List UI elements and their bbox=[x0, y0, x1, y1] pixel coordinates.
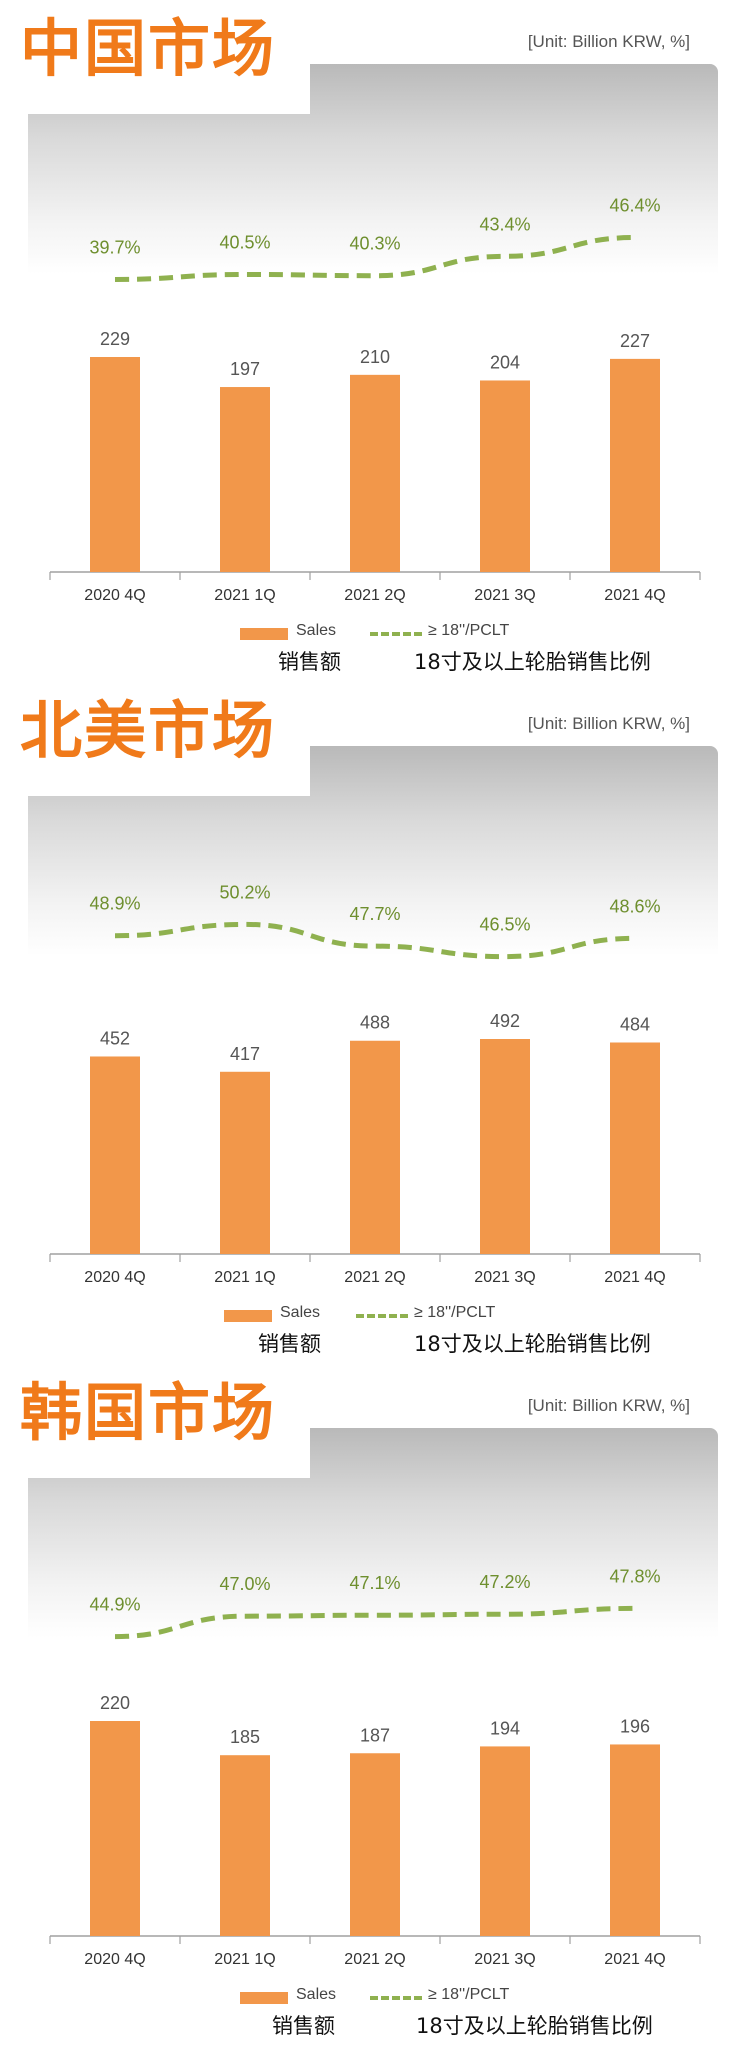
ratio-data-label: 43.4% bbox=[479, 214, 530, 234]
bar-data-label: 484 bbox=[620, 1014, 650, 1034]
legend-ratio-label: ≥ 18''/PCLT bbox=[428, 622, 510, 639]
bar-data-label: 210 bbox=[360, 347, 390, 367]
legend-sales-cn: 销售额 bbox=[278, 650, 341, 674]
legend-sales-swatch bbox=[240, 628, 288, 640]
ratio-data-label: 47.0% bbox=[219, 1574, 270, 1594]
bar-data-label: 492 bbox=[490, 1011, 520, 1031]
ratio-line bbox=[114, 1605, 636, 1640]
unit-label: [Unit: Billion KRW, %] bbox=[527, 32, 690, 51]
ratio-data-label: 47.7% bbox=[349, 904, 400, 924]
legend-ratio-swatch bbox=[370, 1996, 422, 2000]
ratio-data-label: 44.9% bbox=[89, 1595, 140, 1615]
bar-data-label: 194 bbox=[490, 1718, 520, 1738]
title-box: 中国市场 bbox=[0, 0, 310, 114]
bar bbox=[350, 374, 400, 572]
chart-panel-korea: 韩国市场 [Unit: Billion KRW, %] 220 2020 4Q 18… bbox=[0, 1364, 752, 2046]
chart-title: 韩国市场 bbox=[20, 1376, 277, 1449]
bar-data-label: 187 bbox=[360, 1725, 390, 1745]
legend-ratio-cn: 18寸及以上轮胎销售比例 bbox=[416, 2014, 653, 2038]
legend-sales-swatch bbox=[224, 1310, 272, 1322]
ratio-data-label: 46.4% bbox=[609, 196, 660, 216]
legend: Sales ≥ 18''/PCLT 销售额 18寸及以上轮胎销售比例 bbox=[0, 1304, 752, 1364]
legend-sales-label: Sales bbox=[280, 1304, 321, 1321]
combo-chart: 452 2020 4Q 417 2021 1Q 488 2021 2Q 492 2021 3Q… bbox=[49, 882, 701, 1286]
bar-data-label: 204 bbox=[490, 352, 520, 372]
x-tick-label: 2021 2Q bbox=[344, 587, 405, 604]
chart-panel-north-america: 北美市场 [Unit: Billion KRW, %] 452 2020 4Q 41… bbox=[0, 682, 752, 1364]
x-tick-label: 2021 3Q bbox=[474, 1269, 535, 1286]
title-box: 韩国市场 bbox=[0, 1364, 310, 1478]
bar bbox=[480, 1039, 530, 1254]
bar bbox=[350, 1753, 400, 1936]
ratio-data-label: 50.2% bbox=[219, 882, 270, 902]
legend-sales-label: Sales bbox=[296, 622, 337, 639]
ratio-data-label: 47.1% bbox=[349, 1573, 400, 1593]
ratio-data-label: 39.7% bbox=[89, 237, 140, 257]
legend-ratio-cn: 18寸及以上轮胎销售比例 bbox=[414, 650, 651, 674]
bar bbox=[480, 1746, 530, 1936]
legend-ratio-swatch bbox=[356, 1314, 408, 1318]
bar-data-label: 196 bbox=[620, 1716, 650, 1736]
x-tick-label: 2021 4Q bbox=[604, 1269, 665, 1286]
chart-title: 中国市场 bbox=[20, 12, 277, 85]
ratio-data-label: 40.5% bbox=[219, 232, 270, 252]
bar bbox=[90, 1056, 140, 1254]
bar-data-label: 417 bbox=[230, 1044, 260, 1064]
ratio-line bbox=[114, 921, 636, 960]
combo-chart: 220 2020 4Q 185 2021 1Q 187 2021 2Q 194 2021 3Q… bbox=[49, 1566, 701, 1968]
x-tick-label: 2020 4Q bbox=[84, 1951, 145, 1968]
bar-data-label: 229 bbox=[100, 329, 130, 349]
ratio-data-label: 40.3% bbox=[349, 234, 400, 254]
bar-data-label: 227 bbox=[620, 331, 650, 351]
ratio-data-label: 47.2% bbox=[479, 1572, 530, 1592]
legend-sales-cn: 销售额 bbox=[272, 2014, 335, 2038]
legend-sales-label: Sales bbox=[296, 1986, 337, 2003]
x-tick-label: 2021 3Q bbox=[474, 1951, 535, 1968]
bar-data-label: 452 bbox=[100, 1028, 130, 1048]
legend-sales-cn: 销售额 bbox=[258, 1332, 321, 1356]
combo-chart: 229 2020 4Q 197 2021 1Q 210 2021 2Q 204 2021 3Q… bbox=[49, 196, 701, 604]
x-tick-label: 2021 1Q bbox=[214, 587, 275, 604]
bar-data-label: 185 bbox=[230, 1727, 260, 1747]
bar bbox=[610, 358, 660, 572]
bar-data-label: 197 bbox=[230, 359, 260, 379]
chart-panel-china: 中国市场 [Unit: Billion KRW, %] 229 2020 4Q 19… bbox=[0, 0, 752, 682]
bar bbox=[220, 1755, 270, 1936]
legend-sales-swatch bbox=[240, 1992, 288, 2004]
ratio-line bbox=[114, 235, 636, 282]
x-tick-label: 2021 2Q bbox=[344, 1269, 405, 1286]
bar bbox=[90, 1721, 140, 1936]
bar bbox=[480, 380, 530, 572]
ratio-data-label: 48.9% bbox=[89, 894, 140, 914]
title-box: 北美市场 bbox=[0, 682, 310, 796]
bar-data-label: 220 bbox=[100, 1693, 130, 1713]
bar bbox=[610, 1042, 660, 1254]
legend-ratio-label: ≥ 18''/PCLT bbox=[414, 1304, 496, 1321]
x-tick-label: 2020 4Q bbox=[84, 587, 145, 604]
legend-ratio-label: ≥ 18''/PCLT bbox=[428, 1986, 510, 2003]
legend-ratio-cn: 18寸及以上轮胎销售比例 bbox=[414, 1332, 651, 1356]
x-tick-label: 2021 1Q bbox=[214, 1269, 275, 1286]
x-tick-label: 2021 3Q bbox=[474, 587, 535, 604]
legend: Sales ≥ 18''/PCLT 销售额 18寸及以上轮胎销售比例 bbox=[0, 622, 752, 682]
ratio-data-label: 47.8% bbox=[609, 1566, 660, 1586]
ratio-data-label: 48.6% bbox=[609, 896, 660, 916]
bar bbox=[610, 1744, 660, 1936]
legend: Sales ≥ 18''/PCLT 销售额 18寸及以上轮胎销售比例 bbox=[0, 1986, 752, 2046]
x-tick-label: 2021 4Q bbox=[604, 587, 665, 604]
bar-data-label: 488 bbox=[360, 1013, 390, 1033]
legend-ratio-swatch bbox=[370, 632, 422, 636]
x-tick-label: 2020 4Q bbox=[84, 1269, 145, 1286]
bar bbox=[350, 1040, 400, 1254]
bar bbox=[220, 1071, 270, 1254]
x-tick-label: 2021 1Q bbox=[214, 1951, 275, 1968]
chart-title: 北美市场 bbox=[20, 694, 277, 767]
ratio-data-label: 46.5% bbox=[479, 915, 530, 935]
unit-label: [Unit: Billion KRW, %] bbox=[527, 714, 690, 733]
bar bbox=[90, 357, 140, 572]
x-tick-label: 2021 2Q bbox=[344, 1951, 405, 1968]
unit-label: [Unit: Billion KRW, %] bbox=[527, 1396, 690, 1415]
x-tick-label: 2021 4Q bbox=[604, 1951, 665, 1968]
bar bbox=[220, 387, 270, 572]
